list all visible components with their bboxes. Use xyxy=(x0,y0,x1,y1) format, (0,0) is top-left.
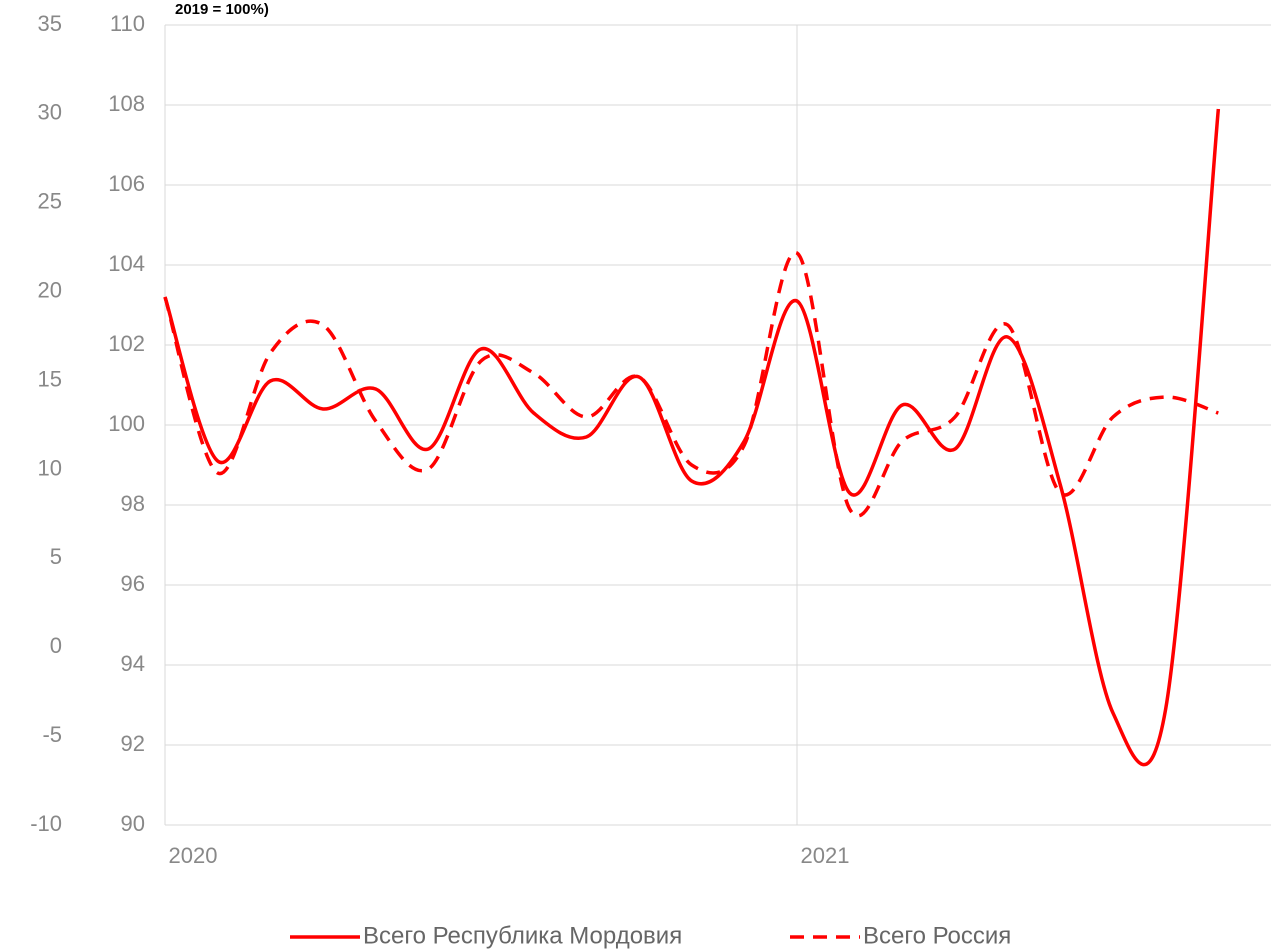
y2-tick-label: -10 xyxy=(30,811,62,836)
x-tick-label: 2020 xyxy=(169,843,218,868)
series-line xyxy=(163,108,1221,767)
y2-tick-label: 5 xyxy=(50,544,62,569)
y2-tick-label: 35 xyxy=(38,11,62,36)
y-tick-label: 102 xyxy=(108,331,145,356)
chart-title: 2019 = 100%) xyxy=(175,1,269,18)
x-tick-label: 2021 xyxy=(801,843,850,868)
y-tick-label: 108 xyxy=(108,91,145,116)
y-tick-label: 96 xyxy=(121,571,145,596)
y2-tick-label: 20 xyxy=(38,277,62,302)
y-tick-label: 104 xyxy=(108,251,145,276)
y-tick-label: 94 xyxy=(121,651,145,676)
series-line xyxy=(163,251,1219,518)
y2-tick-label: 10 xyxy=(38,455,62,480)
y-tick-label: 90 xyxy=(121,811,145,836)
y-tick-label: 110 xyxy=(110,11,145,36)
legend-label: Всего Россия xyxy=(863,922,1011,949)
legend-label: Всего Республика Мордовия xyxy=(363,922,682,949)
y2-tick-label: 0 xyxy=(50,633,62,658)
y2-tick-label: 15 xyxy=(38,366,62,391)
y2-tick-label: 30 xyxy=(38,100,62,125)
y-tick-label: 92 xyxy=(121,731,145,756)
y2-tick-label: 25 xyxy=(38,189,62,214)
y-tick-label: 100 xyxy=(108,411,145,436)
y2-tick-label: -5 xyxy=(42,722,62,747)
y-tick-label: 106 xyxy=(108,171,145,196)
y-tick-label: 98 xyxy=(121,491,145,516)
